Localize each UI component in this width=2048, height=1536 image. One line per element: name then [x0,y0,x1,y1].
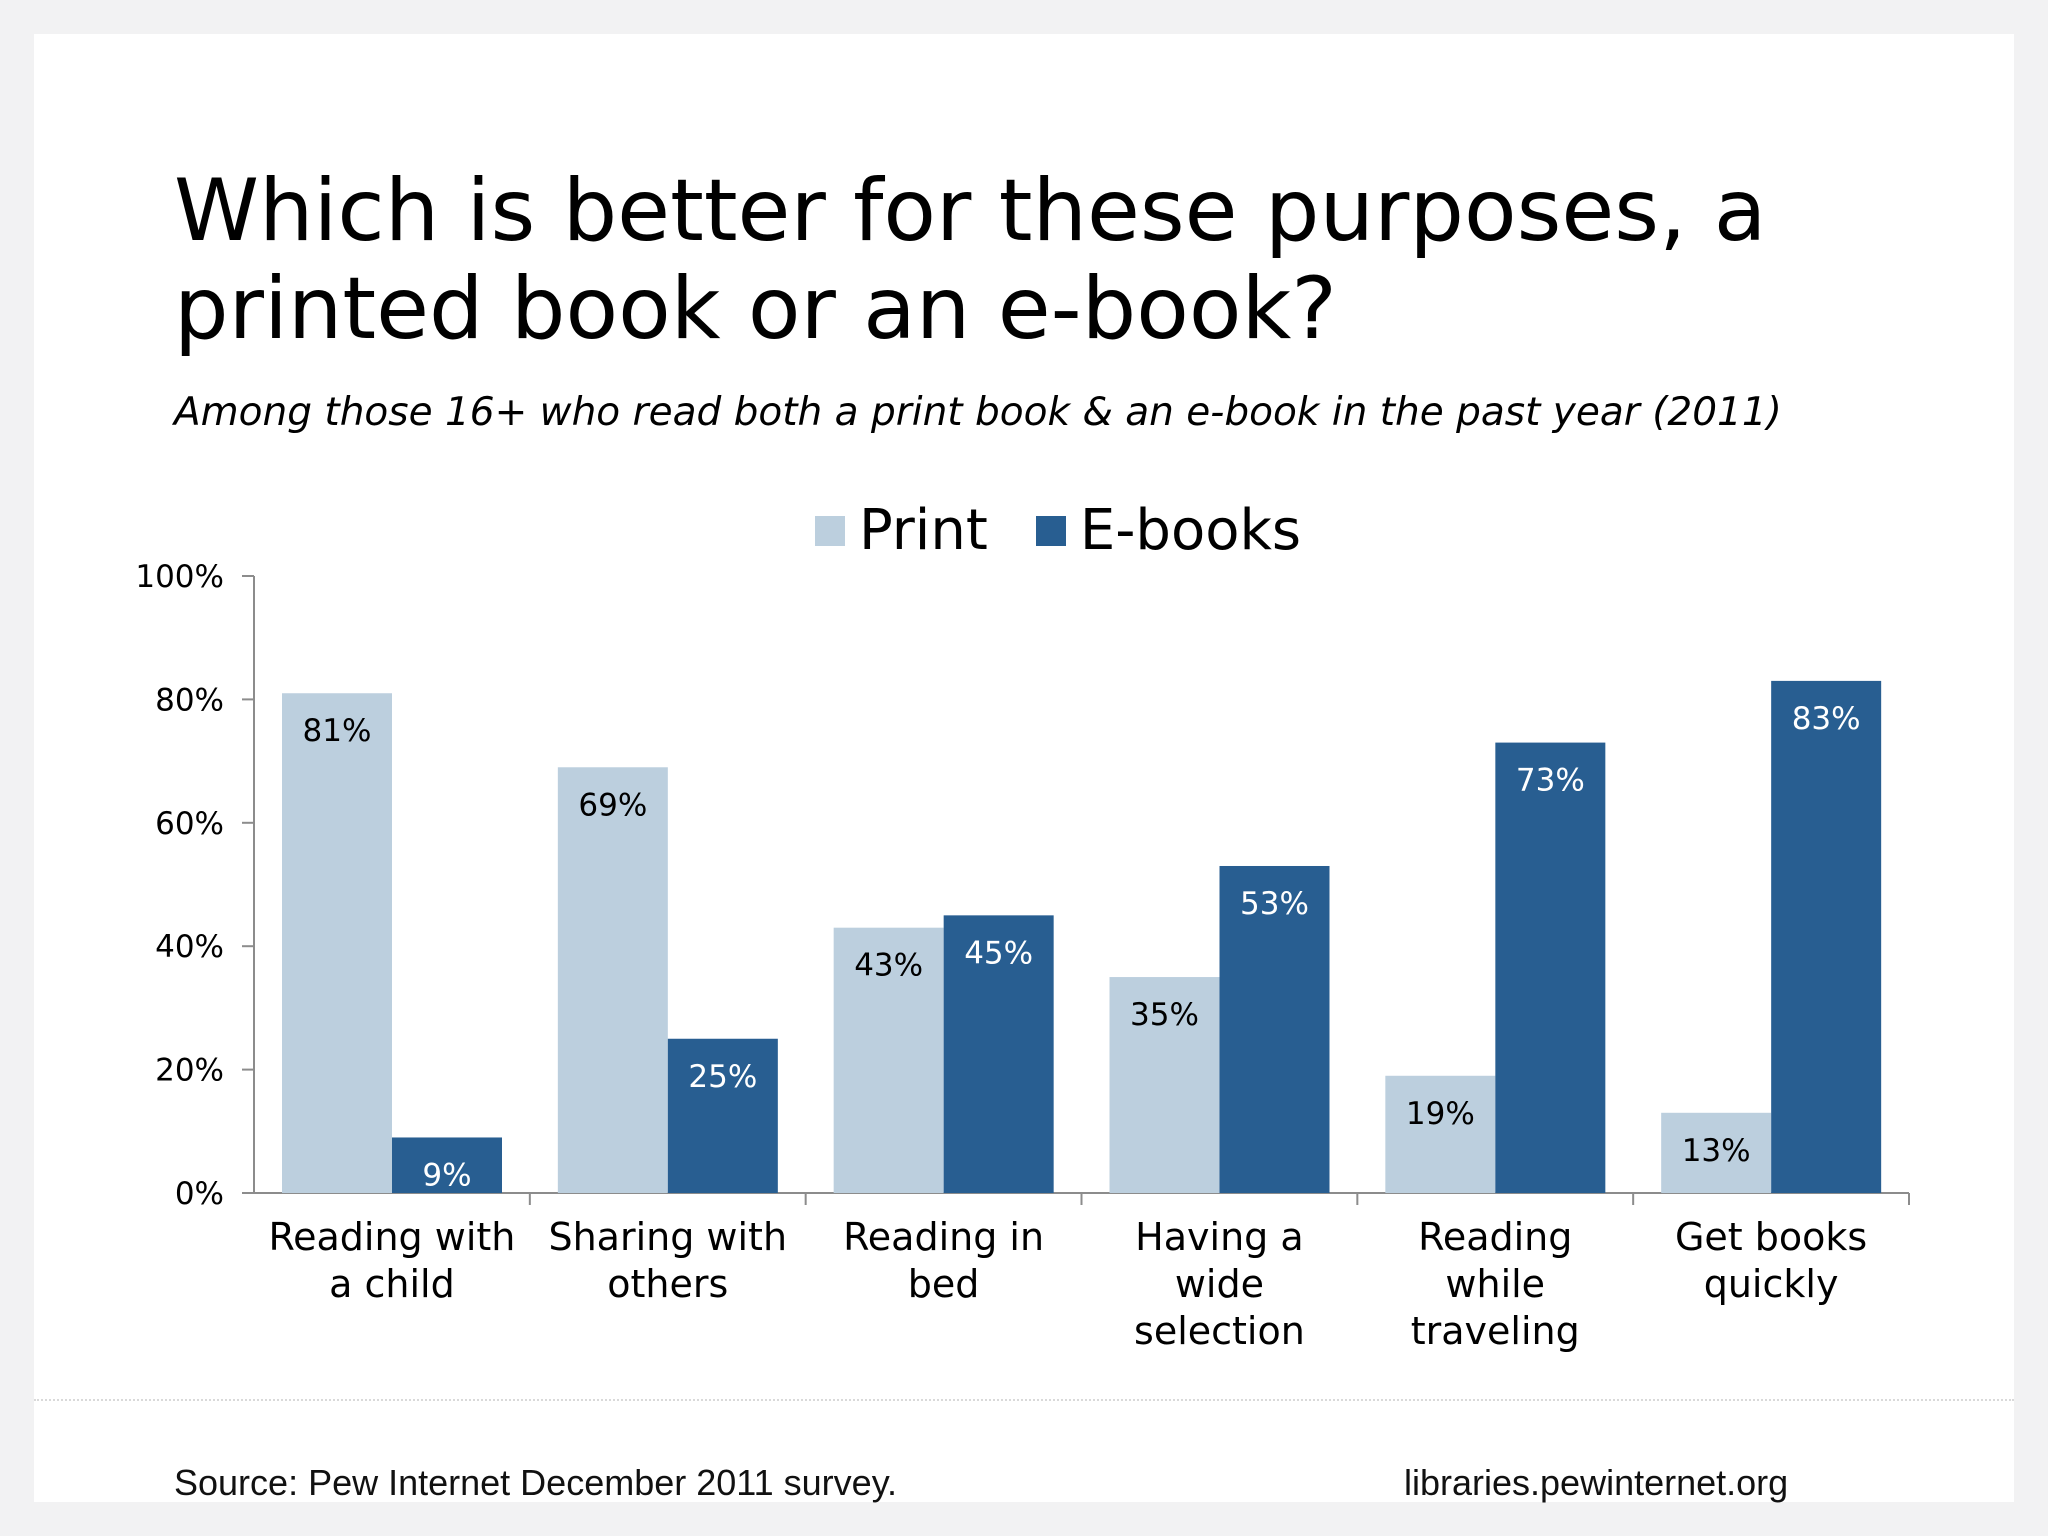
chart-title-line-2: printed book or an e-book? [174,259,1337,359]
slide: Which is better for these purposes, a pr… [34,34,2014,1503]
bar-ebooks [1771,680,1882,1193]
chart-title: Which is better for these purposes, a pr… [174,162,1974,358]
x-category-label: Reading while traveling [1411,1215,1580,1353]
bar-print [1661,1112,1772,1193]
x-category-label-line: wide [1175,1262,1264,1306]
legend-item-print: Print [815,498,988,564]
x-category-label: Reading in bed [843,1215,1044,1306]
legend-swatch-ebooks [1035,516,1066,546]
y-tick-label: 20% [155,1053,224,1089]
chart-title-line-1: Which is better for these purposes, a [174,161,1767,261]
data-label-ebooks: 25% [688,1059,757,1095]
x-category-label: Get books quickly [1675,1215,1867,1306]
legend-item-ebooks: E-books [1035,498,1302,564]
footer-divider [34,1399,2014,1401]
x-category-label-line: Reading with [268,1215,515,1259]
data-label-ebooks: 83% [1792,701,1861,737]
bar-ebooks [1219,865,1330,1193]
x-category-label-line: Reading in [843,1215,1044,1259]
bar-print [1385,1075,1496,1193]
data-label-print: 35% [1130,997,1199,1033]
legend-label-print: Print [859,498,988,563]
source-note: Source: Pew Internet December 2011 surve… [174,1462,898,1503]
bar-ebooks [667,1038,778,1193]
bar-chart: 0% 20% 40% 60% 80% 100% 81% 9% Reading with a chi… [135,559,1910,1353]
bar-ebooks [1495,742,1606,1193]
x-category-label-line: bed [908,1262,980,1306]
x-category-label: Sharing with others [548,1215,787,1306]
data-label-ebooks: 45% [964,935,1033,971]
x-category-label-line: selection [1134,1309,1305,1353]
data-label-print: 69% [578,787,647,823]
chart-subtitle: Among those 16+ who read both a print bo… [174,390,1782,435]
bar-print [282,693,392,1193]
y-tick-label: 100% [135,559,224,595]
x-category-label-line: others [607,1262,728,1306]
x-category-label-line: a child [329,1262,455,1306]
data-label-print: 19% [1406,1096,1475,1132]
data-label-print: 13% [1682,1133,1751,1169]
y-tick-label: 80% [155,682,224,718]
chart-legend: Print E-books [815,496,1349,566]
legend-label-ebooks: E-books [1079,498,1302,563]
x-category-label-line: while [1445,1262,1545,1306]
x-category-label-line: Sharing with [548,1215,787,1259]
bar-print [1109,977,1220,1193]
x-category-label-line: quickly [1704,1262,1839,1306]
y-tick-label: 60% [155,806,224,842]
x-category-label-line: Having a [1135,1215,1303,1259]
bar-print [557,767,668,1193]
x-category-label: Having a wide selection [1134,1215,1305,1353]
bar-ebooks [943,915,1054,1193]
data-label-ebooks: 53% [1240,886,1309,922]
legend-swatch-print [815,516,845,546]
data-label-ebooks: 73% [1516,763,1585,799]
bar-print [833,927,944,1193]
x-category-label: Reading with a child [268,1215,515,1306]
data-label-print: 43% [854,948,923,984]
data-label-ebooks: 9% [422,1157,471,1193]
data-label-print: 81% [303,713,372,749]
x-category-label-line: Get books [1675,1215,1867,1259]
y-tick-label: 0% [175,1176,224,1212]
site-url: libraries.pewinternet.org [1404,1462,1789,1503]
x-category-label-line: Reading [1418,1215,1572,1259]
bar-ebooks [392,1137,502,1193]
x-category-label-line: traveling [1411,1309,1580,1353]
y-tick-label: 40% [155,929,224,965]
